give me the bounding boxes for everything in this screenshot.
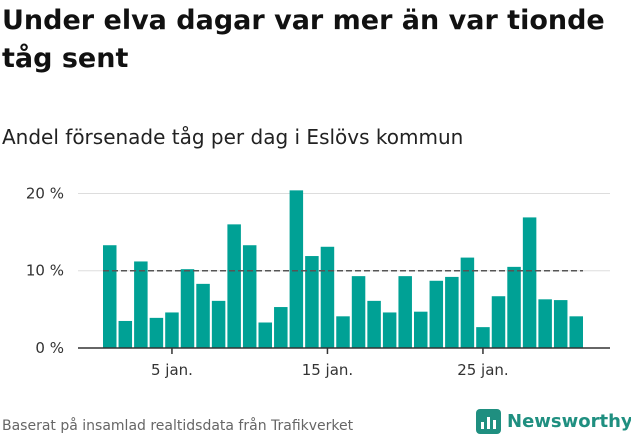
bar — [429, 280, 444, 348]
bar — [476, 327, 490, 348]
bar — [351, 276, 366, 348]
bar — [460, 257, 475, 348]
x-tick-label: 25 jan. — [457, 361, 509, 379]
bar — [367, 300, 381, 348]
bar — [382, 312, 397, 348]
bar — [289, 190, 304, 348]
bar — [445, 276, 459, 348]
source-note: Baserat på insamlad realtidsdata från Tr… — [2, 418, 354, 434]
chart-subtitle: Andel försenade tåg per dag i Eslövs kom… — [2, 125, 464, 149]
bar-chart: 0 % 10 % 20 % 5 jan. 15 jan. 25 jan. — [26, 184, 610, 379]
bar — [538, 299, 552, 348]
bar — [507, 266, 521, 348]
bar — [320, 246, 335, 348]
bar — [227, 224, 241, 348]
bar — [336, 316, 350, 348]
bar — [491, 296, 506, 348]
bar — [211, 300, 226, 348]
bar — [196, 283, 210, 348]
bars — [103, 190, 583, 348]
chart-title: Under elva dagar var mer än var tionde t… — [2, 5, 605, 74]
axes: 0 % 10 % 20 % 5 jan. 15 jan. 25 jan. — [26, 184, 610, 379]
bar — [165, 312, 179, 348]
x-tick-label: 5 jan. — [151, 361, 193, 379]
bar — [398, 276, 412, 348]
bar — [118, 320, 133, 348]
x-tick-label: 15 jan. — [302, 361, 354, 379]
bar — [258, 322, 272, 348]
bar — [149, 317, 164, 348]
bar — [242, 245, 257, 348]
brand-logo: Newsworthy — [476, 406, 631, 436]
y-tick-label: 0 % — [35, 339, 64, 357]
bar — [522, 217, 537, 348]
bar — [414, 311, 428, 348]
bar — [180, 269, 195, 348]
y-tick-label: 20 % — [26, 184, 64, 202]
bar — [134, 261, 148, 348]
bar — [274, 307, 288, 348]
bar — [305, 256, 319, 348]
bar-chart-logo-icon — [476, 408, 501, 434]
bar — [103, 245, 117, 348]
bar — [553, 300, 568, 348]
bar — [569, 316, 583, 348]
brand-name: Newsworthy — [507, 410, 631, 432]
y-tick-label: 10 % — [26, 262, 64, 280]
